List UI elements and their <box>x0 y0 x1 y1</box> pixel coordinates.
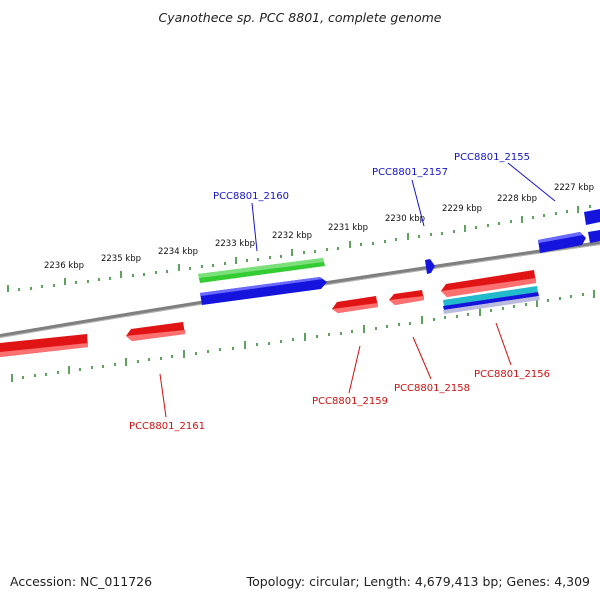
callout-line-2160 <box>251 202 258 252</box>
other-gene-blue[interactable] <box>443 292 539 310</box>
gene-label-2160[interactable]: PCC8801_2160 <box>213 191 289 202</box>
genome-summary-text: Topology: circular; Length: 4,679,413 bp… <box>246 574 590 589</box>
reverse-callouts <box>159 322 512 418</box>
kbp-labels: 2227 kbp 2228 kbp 2229 kbp 2230 kbp 2231… <box>44 183 594 271</box>
forward-gene-2160-arrow-highlight <box>200 277 323 296</box>
kbp-label: 2234 kbp <box>158 247 198 257</box>
kbp-label: 2231 kbp <box>328 223 368 233</box>
callout-line-2156 <box>495 322 512 366</box>
reverse-gene-labels: PCC8801_2156 PCC8801_2158 PCC8801_2159 P… <box>129 369 550 432</box>
other-gene-cyan[interactable] <box>443 286 538 306</box>
reverse-minor-ticks <box>22 293 584 379</box>
accession-text: Accession: NC_011726 <box>10 574 152 589</box>
reverse-genes <box>0 270 540 357</box>
kbp-label: 2230 kbp <box>385 214 425 224</box>
kbp-label: 2236 kbp <box>44 261 84 271</box>
reverse-gene-2156-shade <box>441 278 536 297</box>
forward-tick-ruler <box>7 206 579 292</box>
forward-minor-ticks <box>18 205 591 291</box>
reverse-gene-2158-shade <box>389 296 424 305</box>
kbp-label: 2233 kbp <box>215 239 255 249</box>
callout-line-2157 <box>411 179 425 227</box>
other-gene-gray[interactable] <box>443 296 540 314</box>
kbp-label: 2228 kbp <box>497 194 537 204</box>
forward-gene-edge[interactable] <box>588 230 600 243</box>
gene-label-2155[interactable]: PCC8801_2155 <box>454 152 530 163</box>
forward-gene-2155-part[interactable] <box>538 232 586 253</box>
reverse-gene-2159-shade <box>332 303 378 313</box>
gene-label-2156[interactable]: PCC8801_2156 <box>474 369 550 380</box>
gene-label-2161[interactable]: PCC8801_2161 <box>129 421 205 432</box>
callout-line-2158 <box>412 336 432 380</box>
reverse-gene-2161-shade <box>126 330 185 341</box>
reverse-gene-2162-shade <box>0 343 88 357</box>
kbp-label: 2227 kbp <box>554 183 594 193</box>
callout-line-2161 <box>159 373 167 418</box>
gene-label-2158[interactable]: PCC8801_2158 <box>394 383 470 394</box>
forward-gene-2155[interactable] <box>584 209 600 225</box>
kbp-label: 2232 kbp <box>272 231 312 241</box>
callout-line-2159 <box>348 345 361 394</box>
forward-gene-2155-part-highlight <box>538 232 583 243</box>
map-title: Cyanothece sp. PCC 8801, complete genome <box>159 10 442 25</box>
forward-gene-labels: PCC8801_2155 PCC8801_2157 PCC8801_2160 <box>213 152 530 202</box>
kbp-label: 2229 kbp <box>442 204 482 214</box>
kbp-label: 2235 kbp <box>101 254 141 264</box>
callout-line-2155 <box>507 162 556 202</box>
rrna-gene-2160-highlight <box>198 258 324 278</box>
forward-gene-2160-arrow[interactable] <box>200 277 327 305</box>
forward-genes <box>198 209 600 305</box>
forward-callouts <box>251 162 556 252</box>
forward-gene-2157[interactable] <box>425 259 435 274</box>
gene-label-2159[interactable]: PCC8801_2159 <box>312 396 388 407</box>
gene-label-2157[interactable]: PCC8801_2157 <box>372 167 448 178</box>
